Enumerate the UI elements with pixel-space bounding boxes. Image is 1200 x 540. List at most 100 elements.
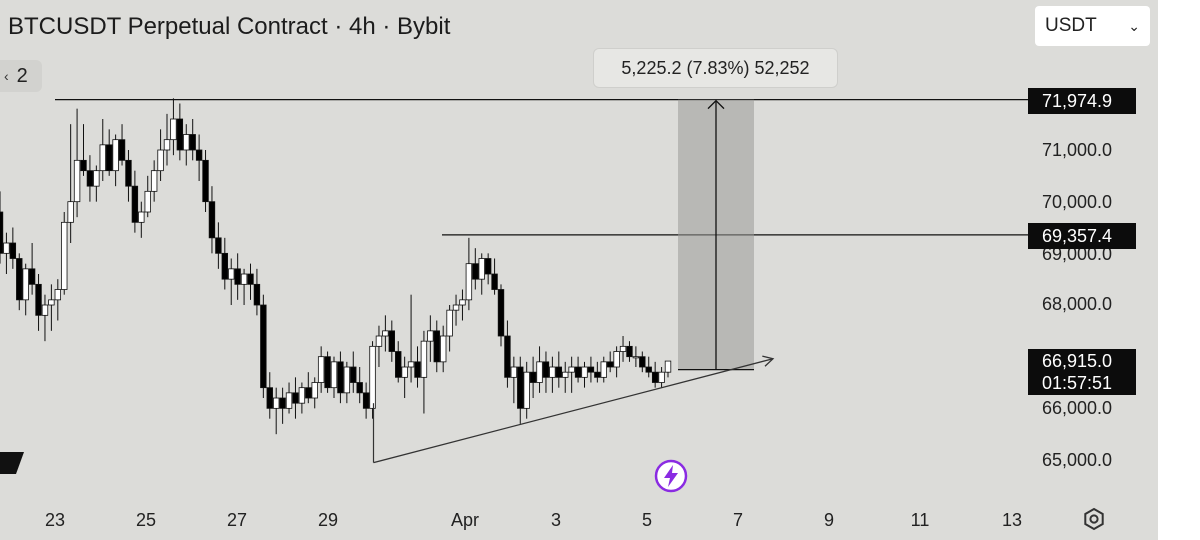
candle-down — [131, 170, 139, 233]
candle-down — [542, 351, 550, 393]
candle-down — [587, 356, 595, 383]
candle-body — [253, 283, 261, 306]
candle-body — [478, 258, 485, 280]
candle-body — [632, 356, 640, 359]
candle-down — [16, 253, 23, 311]
date-label: 27 — [226, 510, 248, 530]
candle-up — [93, 165, 100, 202]
candle-body — [73, 159, 81, 203]
candle-down — [491, 258, 498, 295]
candle-up — [298, 382, 306, 414]
candle-up — [343, 361, 351, 404]
candle-down — [234, 253, 241, 300]
date-label: 7 — [732, 510, 744, 530]
candle-body — [459, 299, 466, 306]
candle-up — [478, 253, 485, 295]
candle-body — [568, 366, 575, 373]
candle-down — [574, 356, 582, 383]
last-price: 66,915.0 — [1042, 351, 1113, 371]
candle-down — [395, 341, 402, 383]
candle-body — [298, 387, 306, 404]
candle-body — [439, 335, 447, 363]
candle-down — [80, 124, 87, 176]
candle-body — [504, 335, 511, 378]
candle-body — [433, 330, 440, 363]
candle-body — [658, 371, 665, 383]
candle-body — [61, 221, 68, 290]
candle-body — [131, 185, 139, 223]
candle-body — [292, 392, 299, 404]
candle-down — [305, 372, 312, 404]
candle-body — [305, 387, 312, 399]
candle-body — [163, 139, 171, 151]
currency-select[interactable]: USDT ⌄ — [1035, 6, 1150, 46]
candle-down — [497, 284, 505, 347]
candle-down — [484, 253, 492, 285]
price-label: 66,000.0 — [1042, 398, 1113, 418]
resistance-price-tag[interactable]: 71,974.9 — [1028, 88, 1136, 114]
candle-up — [67, 124, 74, 244]
candle-down — [176, 103, 184, 161]
candle-body — [311, 382, 318, 399]
date-label: Apr — [450, 510, 480, 530]
candle-body — [228, 268, 235, 280]
candle-body — [3, 242, 10, 254]
level-price-tag[interactable]: 69,357.4 — [1028, 223, 1136, 249]
candle-down — [195, 134, 203, 182]
candle-down — [645, 356, 652, 378]
candle-body — [317, 356, 325, 383]
candle-up — [317, 346, 325, 393]
lightning-icon[interactable] — [654, 459, 688, 493]
candle-body — [125, 159, 132, 187]
candle-up — [523, 361, 530, 419]
date-label: 9 — [823, 510, 835, 530]
candle-up — [664, 360, 672, 378]
candle-up — [61, 212, 68, 295]
candle-up — [427, 315, 434, 362]
candle-body — [279, 397, 286, 409]
candle-up — [183, 124, 190, 166]
indicators-toggle[interactable]: ‹ 2 — [0, 60, 42, 92]
candle-down — [555, 351, 563, 388]
candle-body — [626, 345, 633, 358]
candle-body — [28, 268, 36, 285]
candle-up — [613, 346, 620, 378]
candle-down — [125, 150, 132, 202]
candle-up — [632, 346, 640, 368]
candle-body — [266, 387, 273, 409]
trendline-arrow-head — [762, 355, 775, 367]
candle-up — [54, 279, 62, 321]
candle-down — [247, 263, 254, 300]
candle-down — [324, 351, 331, 393]
date-label: 29 — [317, 510, 339, 530]
measure-arrow-head — [707, 99, 725, 110]
candle-body — [536, 361, 543, 383]
price-label: 71,000.0 — [1042, 140, 1113, 160]
candle-down — [433, 320, 440, 373]
candle-down — [472, 248, 479, 290]
candle-up — [549, 356, 556, 393]
candle-body — [324, 356, 331, 389]
candles-layer — [0, 98, 672, 435]
date-label: 13 — [1001, 510, 1023, 530]
candle-body — [529, 371, 537, 383]
settings-gear-icon[interactable] — [1082, 507, 1106, 531]
candle-down — [337, 351, 344, 404]
candle-body — [452, 304, 460, 311]
candle-body — [517, 366, 524, 409]
candle-down — [86, 155, 94, 202]
candle-body — [414, 361, 421, 378]
candle-up — [446, 305, 453, 352]
candle-body — [407, 361, 415, 368]
candle-body — [176, 118, 184, 151]
candle-body — [472, 263, 479, 280]
candle-up — [401, 356, 408, 399]
candle-down — [189, 118, 196, 161]
ascending-trendline — [373, 358, 774, 464]
candle-body — [395, 351, 402, 378]
candle-body — [350, 366, 357, 383]
candle-body — [22, 268, 29, 301]
candle-body — [157, 149, 164, 172]
candle-down — [292, 377, 299, 419]
